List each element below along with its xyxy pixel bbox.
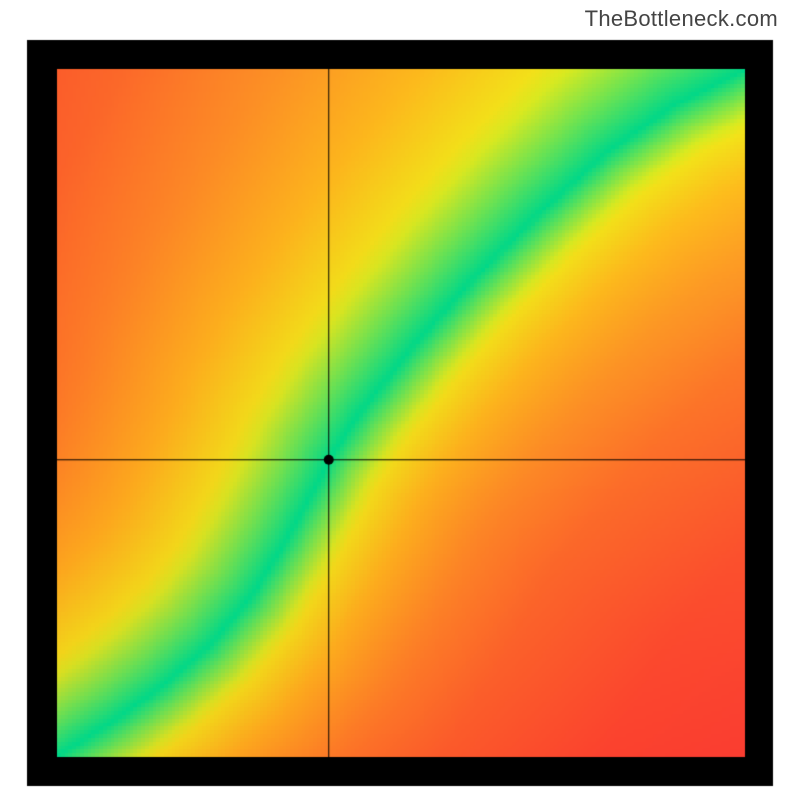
watermark-text: TheBottleneck.com — [585, 6, 778, 32]
bottleneck-heatmap — [0, 0, 800, 800]
